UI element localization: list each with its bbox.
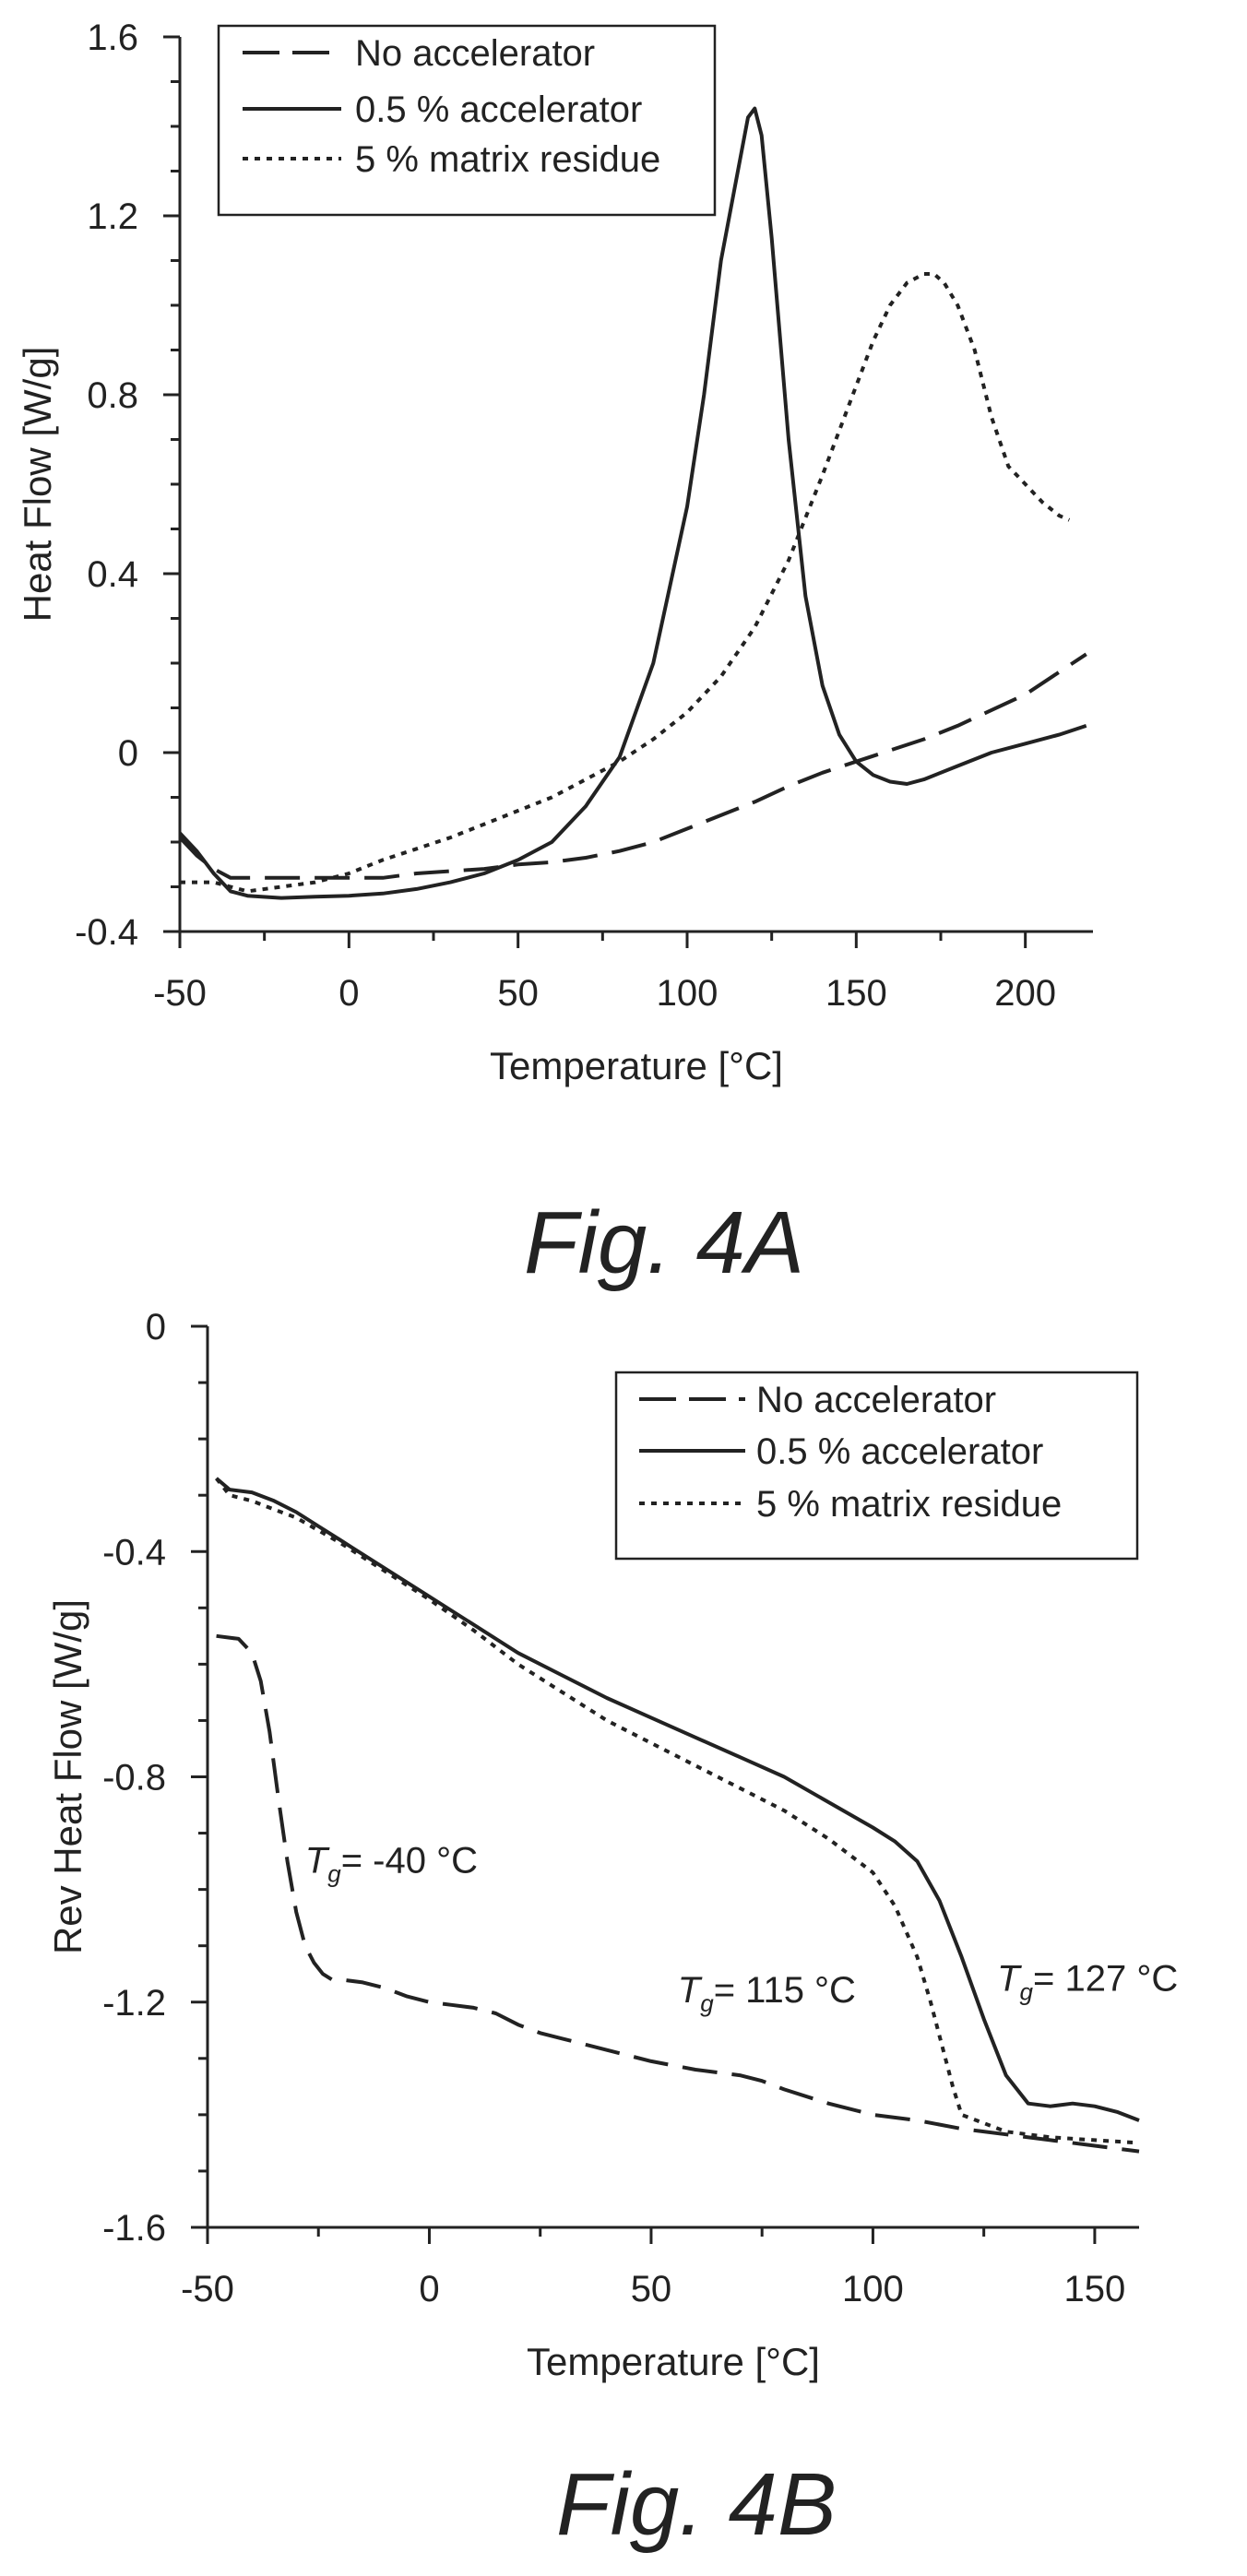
y-tick-label: 0 (118, 733, 138, 774)
chart-4a: -50 0 50 100 150 200 -0.4 0 0.4 0.8 1.2 1.6 Temperat… (16, 18, 1093, 1087)
x-tick-label: 0 (338, 973, 359, 1014)
series-line (215, 1477, 1140, 2122)
x-tick-label: 50 (497, 973, 539, 1014)
x-tick-label: 150 (1064, 2269, 1126, 2309)
legend-label: 0.5 % accelerator (756, 1431, 1043, 1472)
y-tick-label: -1.6 (102, 2208, 166, 2249)
y-axis-label: Rev Heat Flow [W/g] (46, 1599, 89, 1954)
legend-label: 5 % matrix residue (355, 139, 660, 180)
y-tick-label: -1.2 (102, 1983, 166, 2024)
series-line (215, 1477, 1140, 2145)
y-tick-label: 0.4 (87, 554, 138, 595)
y-tick-label: 0.8 (87, 375, 138, 416)
annotation-label: Tg= 115 °C (678, 1970, 856, 2017)
y-tick-label: -0.8 (102, 1758, 166, 1798)
x-tick-label: -50 (181, 2269, 234, 2309)
y-tick-label: 1.2 (87, 196, 138, 237)
x-tick-label: -50 (153, 973, 207, 1014)
x-tick-label: 150 (825, 973, 887, 1014)
legend-box (614, 1371, 1139, 1561)
x-tick-label: 200 (994, 973, 1056, 1014)
series-line (216, 1633, 1140, 2154)
series-line (178, 106, 1087, 900)
y-axis-label: Heat Flow [W/g] (16, 347, 59, 623)
legend-label: No accelerator (756, 1380, 996, 1420)
legend-label: 5 % matrix residue (756, 1484, 1062, 1525)
annotation-label: Tg= 127 °C (997, 1959, 1178, 2006)
x-tick-label: 0 (419, 2269, 439, 2309)
y-tick-label: -0.4 (75, 912, 138, 953)
x-tick-label: 100 (842, 2269, 904, 2309)
x-axis-label: Temperature [°C] (527, 2340, 820, 2383)
y-tick-label: 0 (146, 1307, 166, 1347)
figure-caption-4a: Fig. 4A (524, 1193, 804, 1292)
legend-label: 0.5 % accelerator (355, 89, 642, 130)
x-axis-label: Temperature [°C] (490, 1044, 783, 1087)
x-tick-label: 100 (657, 973, 719, 1014)
figure-caption-4b: Fig. 4B (556, 2455, 837, 2554)
x-tick-label: 50 (631, 2269, 672, 2309)
legend-label: No accelerator (355, 33, 595, 74)
legend-box (217, 24, 717, 217)
series-line (180, 272, 1071, 894)
y-tick-label: 1.6 (87, 18, 138, 58)
annotation-label: Tg= -40 °C (305, 1840, 478, 1887)
chart-4b: -50 0 50 100 150 -1.6 -1.2 -0.8 -0.4 0 Temperature… (46, 1307, 1178, 2383)
y-tick-label: -0.4 (102, 1532, 166, 1573)
series-line (178, 652, 1087, 880)
